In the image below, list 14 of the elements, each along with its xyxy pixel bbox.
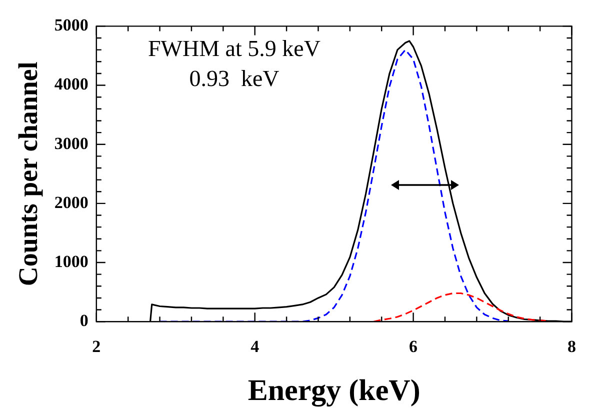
x-tick-label: 2 [92, 337, 101, 356]
x-tick-label: 6 [409, 337, 418, 356]
annotation: 0.93 keV [188, 65, 280, 93]
y-tick-label: 1000 [54, 252, 88, 271]
annotation: FWHM at 5.9 keV [148, 35, 320, 63]
y-tick-label: 2000 [54, 192, 88, 212]
y-axis-title: Counts per channel [13, 61, 44, 286]
y-tick-label: 0 [80, 310, 88, 330]
y-tick-label: 4000 [54, 74, 88, 94]
y-tick-label: 3000 [54, 134, 88, 153]
x-tick-label: 8 [568, 337, 576, 356]
y-tick-label: 5000 [54, 16, 88, 35]
x-axis-title: Energy (keV) [248, 374, 420, 407]
x-tick-label: 4 [250, 337, 260, 356]
